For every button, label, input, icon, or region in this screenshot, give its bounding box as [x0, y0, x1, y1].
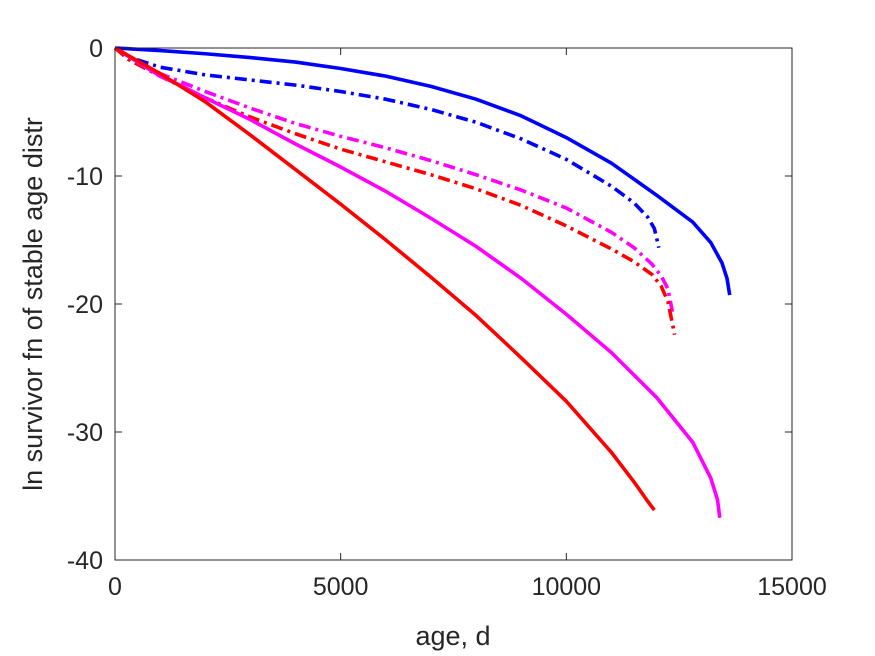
plot-frame [114, 47, 793, 561]
series-line-1 [114, 46, 732, 296]
y-tick-label: 0 [89, 35, 103, 63]
y-tick-label: -30 [67, 419, 103, 447]
series-line-2 [114, 46, 661, 249]
series-line-6 [114, 46, 656, 512]
y-tick-label: -10 [67, 163, 103, 191]
series-line-3 [113, 46, 675, 313]
y-axis-label: ln survivor fn of stable age distr [18, 117, 48, 491]
series-group [113, 46, 732, 518]
tick-marks [114, 47, 793, 561]
y-tick-label: -20 [67, 291, 103, 319]
axes [114, 47, 793, 561]
series-line-4 [113, 46, 677, 336]
y-tick-label: -40 [67, 547, 103, 575]
x-tick-label: 15000 [757, 573, 827, 601]
x-tick-label: 10000 [532, 573, 602, 601]
x-tick-label: 5000 [313, 573, 369, 601]
series-line-5 [114, 46, 722, 518]
tick-labels: 0 5000 10000 15000 0 -10 -20 -30 -40 [67, 35, 827, 601]
x-tick-label: 0 [108, 573, 122, 601]
x-axis-label: age, d [415, 621, 490, 651]
